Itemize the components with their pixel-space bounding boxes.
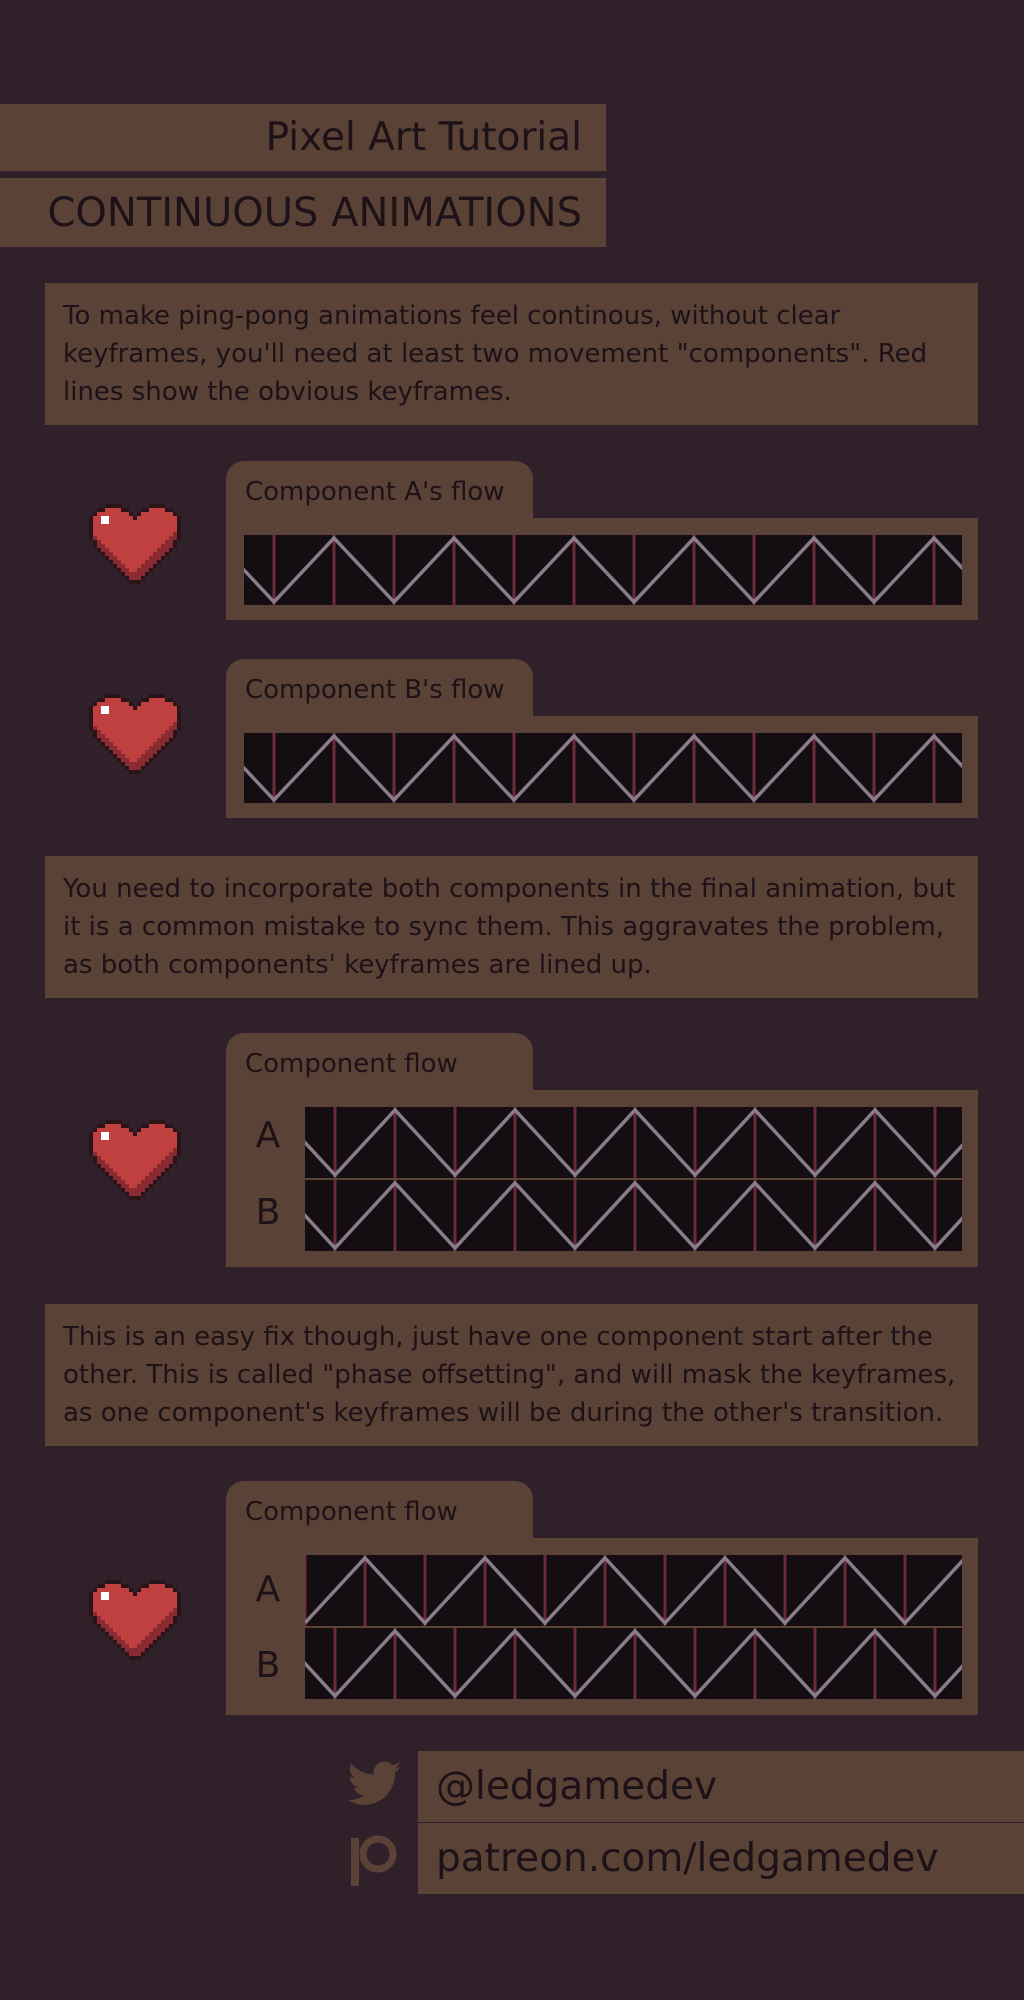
flow-a-label: Component A's flow xyxy=(245,477,505,507)
tutorial-subtitle: Pixel Art Tutorial xyxy=(265,115,582,160)
heart-icon xyxy=(89,694,181,774)
flow-a-strip xyxy=(244,535,962,605)
offset-textbox: This is an easy fix though, just have on… xyxy=(45,1304,978,1446)
twitter-link[interactable]: @ledgamedev xyxy=(418,1751,1024,1822)
patreon-url[interactable]: patreon.com/ledgamedev xyxy=(436,1836,939,1881)
patreon-link[interactable]: patreon.com/ledgamedev xyxy=(418,1823,1024,1894)
synced-row-b-strip xyxy=(305,1180,962,1251)
synced-row-a-label: A xyxy=(255,1115,281,1156)
offset-row-a-strip xyxy=(305,1555,962,1626)
synced-flow-label: Component flow xyxy=(245,1049,458,1079)
twitter-handle[interactable]: @ledgamedev xyxy=(436,1764,718,1809)
sync-textbox: You need to incorporate both components … xyxy=(45,856,978,998)
offset-row-a-label: A xyxy=(255,1569,281,1610)
tutorial-title: CONTINUOUS ANIMATIONS xyxy=(47,189,582,236)
twitter-bird-icon xyxy=(348,1761,402,1805)
heart-icon xyxy=(89,1120,181,1200)
offset-flow-panel: A B xyxy=(226,1538,978,1715)
flow-b-tab: Component B's flow xyxy=(226,659,533,717)
tutorial-title-bar: CONTINUOUS ANIMATIONS xyxy=(0,178,606,247)
heart-icon xyxy=(89,1580,181,1660)
offset-text: This is an easy fix though, just have on… xyxy=(63,1322,956,1428)
heart-icon xyxy=(89,504,181,584)
offset-row-b-strip xyxy=(305,1628,962,1699)
synced-flow-panel: A B xyxy=(226,1090,978,1267)
intro-textbox: To make ping-pong animations feel contin… xyxy=(45,283,978,425)
flow-b-panel xyxy=(226,716,978,818)
flow-b-label: Component B's flow xyxy=(245,675,505,705)
flow-b-strip xyxy=(244,733,962,803)
offset-flow-tab: Component flow xyxy=(226,1481,533,1539)
patreon-icon xyxy=(351,1835,397,1886)
offset-flow-label: Component flow xyxy=(245,1497,458,1527)
flow-a-panel xyxy=(226,518,978,620)
sync-text: You need to incorporate both components … xyxy=(63,874,956,980)
offset-row-b-label: B xyxy=(255,1645,281,1686)
synced-row-b-label: B xyxy=(255,1192,281,1233)
synced-row-a-strip xyxy=(305,1107,962,1178)
synced-flow-tab: Component flow xyxy=(226,1033,533,1091)
intro-text: To make ping-pong animations feel contin… xyxy=(63,301,928,407)
tutorial-subtitle-bar: Pixel Art Tutorial xyxy=(0,104,606,171)
flow-a-tab: Component A's flow xyxy=(226,461,533,519)
